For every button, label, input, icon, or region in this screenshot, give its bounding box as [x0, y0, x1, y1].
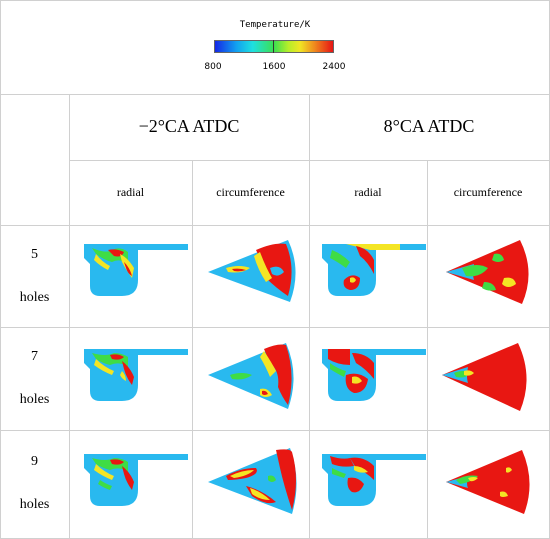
rule [69, 94, 70, 539]
column-header: radial [116, 185, 145, 199]
legend-title: Temperature/K [239, 20, 311, 30]
rule [0, 225, 550, 226]
legend-mid-marker [273, 40, 274, 53]
column-group-header: 8°CA ATDC [383, 116, 475, 136]
circumference-temperature-map [446, 450, 530, 514]
rule [192, 160, 193, 539]
column-header: circumference [216, 185, 285, 199]
circumference-temperature-map [208, 240, 296, 302]
rule [0, 0, 550, 1]
column-header: circumference [453, 185, 523, 199]
column-group-header: −2°CA ATDC [138, 116, 240, 136]
column-header: radial [354, 185, 382, 199]
radial-temperature-map [84, 349, 188, 401]
circumference-temperature-map [208, 343, 294, 409]
legend-colorbar [214, 40, 334, 53]
radial-temperature-map [84, 454, 188, 506]
rule [0, 0, 1, 539]
legend-tick-mid: 1600 [262, 62, 286, 72]
row-label-unit: holes [19, 497, 50, 512]
circumference-temperature-map [446, 240, 529, 304]
row-label-number: 7 [31, 349, 38, 364]
radial-temperature-map [322, 454, 426, 506]
rule [427, 160, 428, 539]
rule [0, 327, 550, 328]
radial-temperature-map [322, 349, 426, 401]
radial-temperature-map [322, 244, 426, 296]
circumference-temperature-map [208, 448, 297, 514]
rule [309, 94, 310, 539]
row-label-number: 5 [31, 247, 38, 262]
rule [0, 94, 550, 95]
legend-tick-min: 800 [204, 62, 222, 72]
row-label-unit: holes [19, 290, 50, 305]
row-label-unit: holes [19, 392, 50, 407]
circumference-temperature-map [442, 343, 527, 411]
radial-temperature-map [84, 244, 188, 296]
row-label-number: 9 [31, 454, 38, 469]
rule [0, 430, 550, 431]
legend-tick-max: 2400 [322, 62, 346, 72]
